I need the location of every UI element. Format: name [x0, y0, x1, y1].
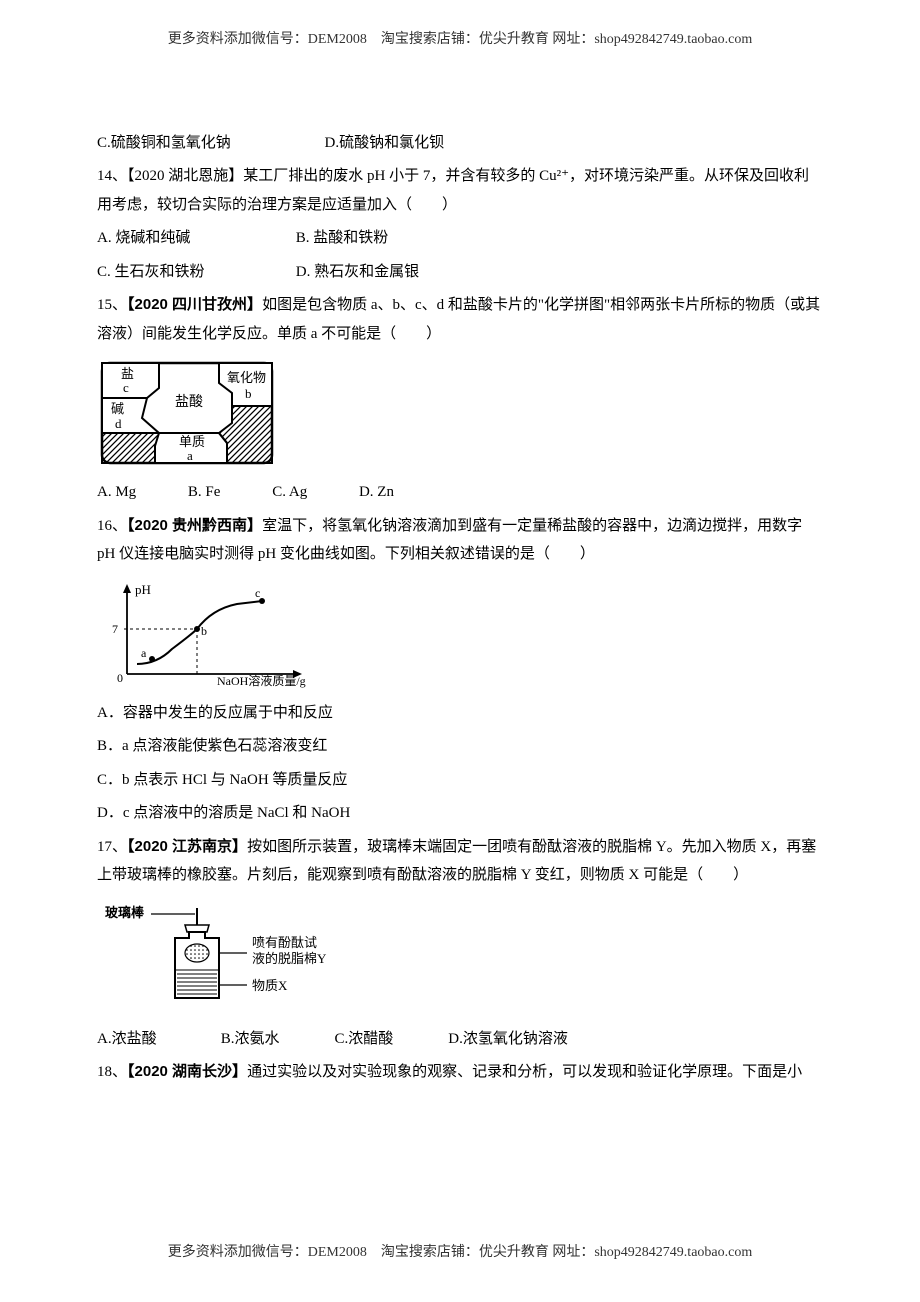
- q15-options: A. Mg B. Fe C. Ag D. Zn: [97, 478, 823, 507]
- q17-diagram: 玻璃棒 喷有酚酞试 液的脱脂棉Y 物质X: [97, 900, 823, 1015]
- chart-pt-b: b: [201, 624, 207, 638]
- q16-text: 16、【2020 贵州黔西南】室温下，将氢氧化钠溶液滴加到盛有一定量稀盐酸的容器…: [97, 512, 823, 569]
- q17-opt-c: C.浓醋酸: [335, 1025, 445, 1054]
- label-c: c: [123, 380, 129, 395]
- q14-row1: A. 烧碱和纯碱 B. 盐酸和铁粉: [97, 224, 823, 253]
- q14-opt-c: C. 生石灰和铁粉: [97, 258, 292, 287]
- q16-opt-b: B．a 点溶液能使紫色石蕊溶液变红: [97, 732, 823, 761]
- q17-opt-b: B.浓氨水: [221, 1025, 331, 1054]
- label-substance: 物质X: [252, 978, 288, 993]
- chart-origin: 0: [117, 671, 123, 685]
- label-element: 单质: [179, 434, 205, 449]
- label-hcl: 盐酸: [175, 394, 203, 410]
- label-a: a: [187, 448, 193, 463]
- q18-rest: 通过实验以及对实验现象的观察、记录和分析，可以发现和验证化学原理。下面是小: [247, 1064, 802, 1080]
- page-header: 更多资料添加微信号：DEM2008 淘宝搜索店铺：优尖升教育 网址：shop49…: [97, 27, 823, 54]
- q18-prefix: 18、: [97, 1064, 127, 1080]
- label-salt-c: 盐: [121, 366, 134, 381]
- chart-ylabel: pH: [135, 582, 151, 597]
- q15-bold: 【2020 四川甘孜州】: [127, 296, 262, 313]
- label-cotton-l2: 液的脱脂棉Y: [252, 951, 327, 966]
- chart-tick7: 7: [112, 622, 118, 636]
- label-oxide: 氧化物: [227, 370, 266, 385]
- q14-opt-b: B. 盐酸和铁粉: [296, 230, 389, 246]
- q13-opt-d: D.硫酸钠和氯化钡: [325, 135, 445, 151]
- q18-text: 18、【2020 湖南长沙】通过实验以及对实验现象的观察、记录和分析，可以发现和…: [97, 1058, 823, 1087]
- q15-diagram: 盐 c 碱 d 氧化物 b 盐酸 单质 a: [97, 358, 823, 468]
- chart-pt-a: a: [141, 646, 147, 660]
- q17-text: 17、【2020 江苏南京】按如图所示装置，玻璃棒末端固定一团喷有酚酞溶液的脱脂…: [97, 833, 823, 890]
- label-rod: 玻璃棒: [105, 905, 145, 920]
- q17-bold: 【2020 江苏南京】: [127, 838, 247, 855]
- q15-prefix: 15、: [97, 297, 127, 313]
- q16-opt-d: D．c 点溶液中的溶质是 NaCl 和 NaOH: [97, 799, 823, 828]
- chart-xlabel: NaOH溶液质量/g: [217, 673, 306, 688]
- q14-opt-a: A. 烧碱和纯碱: [97, 224, 292, 253]
- q15-opt-b: B. Fe: [188, 484, 221, 500]
- q16-opt-a: A．容器中发生的反应属于中和反应: [97, 699, 823, 728]
- q14-opt-d: D. 熟石灰和金属银: [296, 264, 419, 280]
- q15-opt-c: C. Ag: [272, 484, 307, 500]
- page-footer: 更多资料添加微信号：DEM2008 淘宝搜索店铺：优尖升教育 网址：shop49…: [0, 1240, 920, 1267]
- q17-opt-d: D.浓氢氧化钠溶液: [448, 1031, 568, 1047]
- q14-text: 14、【2020 湖北恩施】某工厂排出的废水 pH 小于 7，并含有较多的 Cu…: [97, 162, 823, 219]
- q17-options: A.浓盐酸 B.浓氨水 C.浓醋酸 D.浓氢氧化钠溶液: [97, 1025, 823, 1054]
- q18-bold: 【2020 湖南长沙】: [127, 1063, 247, 1080]
- q14-row2: C. 生石灰和铁粉 D. 熟石灰和金属银: [97, 258, 823, 287]
- q17-prefix: 17、: [97, 839, 127, 855]
- label-cotton-l1: 喷有酚酞试: [252, 935, 317, 950]
- label-b: b: [245, 386, 252, 401]
- q16-opt-c: C．b 点表示 HCl 与 NaOH 等质量反应: [97, 766, 823, 795]
- q16-bold: 【2020 贵州黔西南】: [127, 517, 262, 534]
- q15-opt-a: A. Mg: [97, 484, 136, 500]
- label-base-d: 碱: [111, 401, 124, 416]
- q16-prefix: 16、: [97, 518, 127, 534]
- q15-text: 15、【2020 四川甘孜州】如图是包含物质 a、b、c、d 和盐酸卡片的"化学…: [97, 291, 823, 348]
- q13-opt-c: C.硫酸铜和氢氧化钠: [97, 135, 231, 151]
- q16-chart: pH 7 a b c 0 NaOH溶液质量/g: [97, 579, 823, 689]
- label-d: d: [115, 416, 122, 431]
- q15-opt-d: D. Zn: [359, 484, 394, 500]
- chart-pt-c: c: [255, 586, 260, 600]
- q17-opt-a: A.浓盐酸: [97, 1025, 217, 1054]
- q13-options: C.硫酸铜和氢氧化钠 D.硫酸钠和氯化钡: [97, 129, 823, 158]
